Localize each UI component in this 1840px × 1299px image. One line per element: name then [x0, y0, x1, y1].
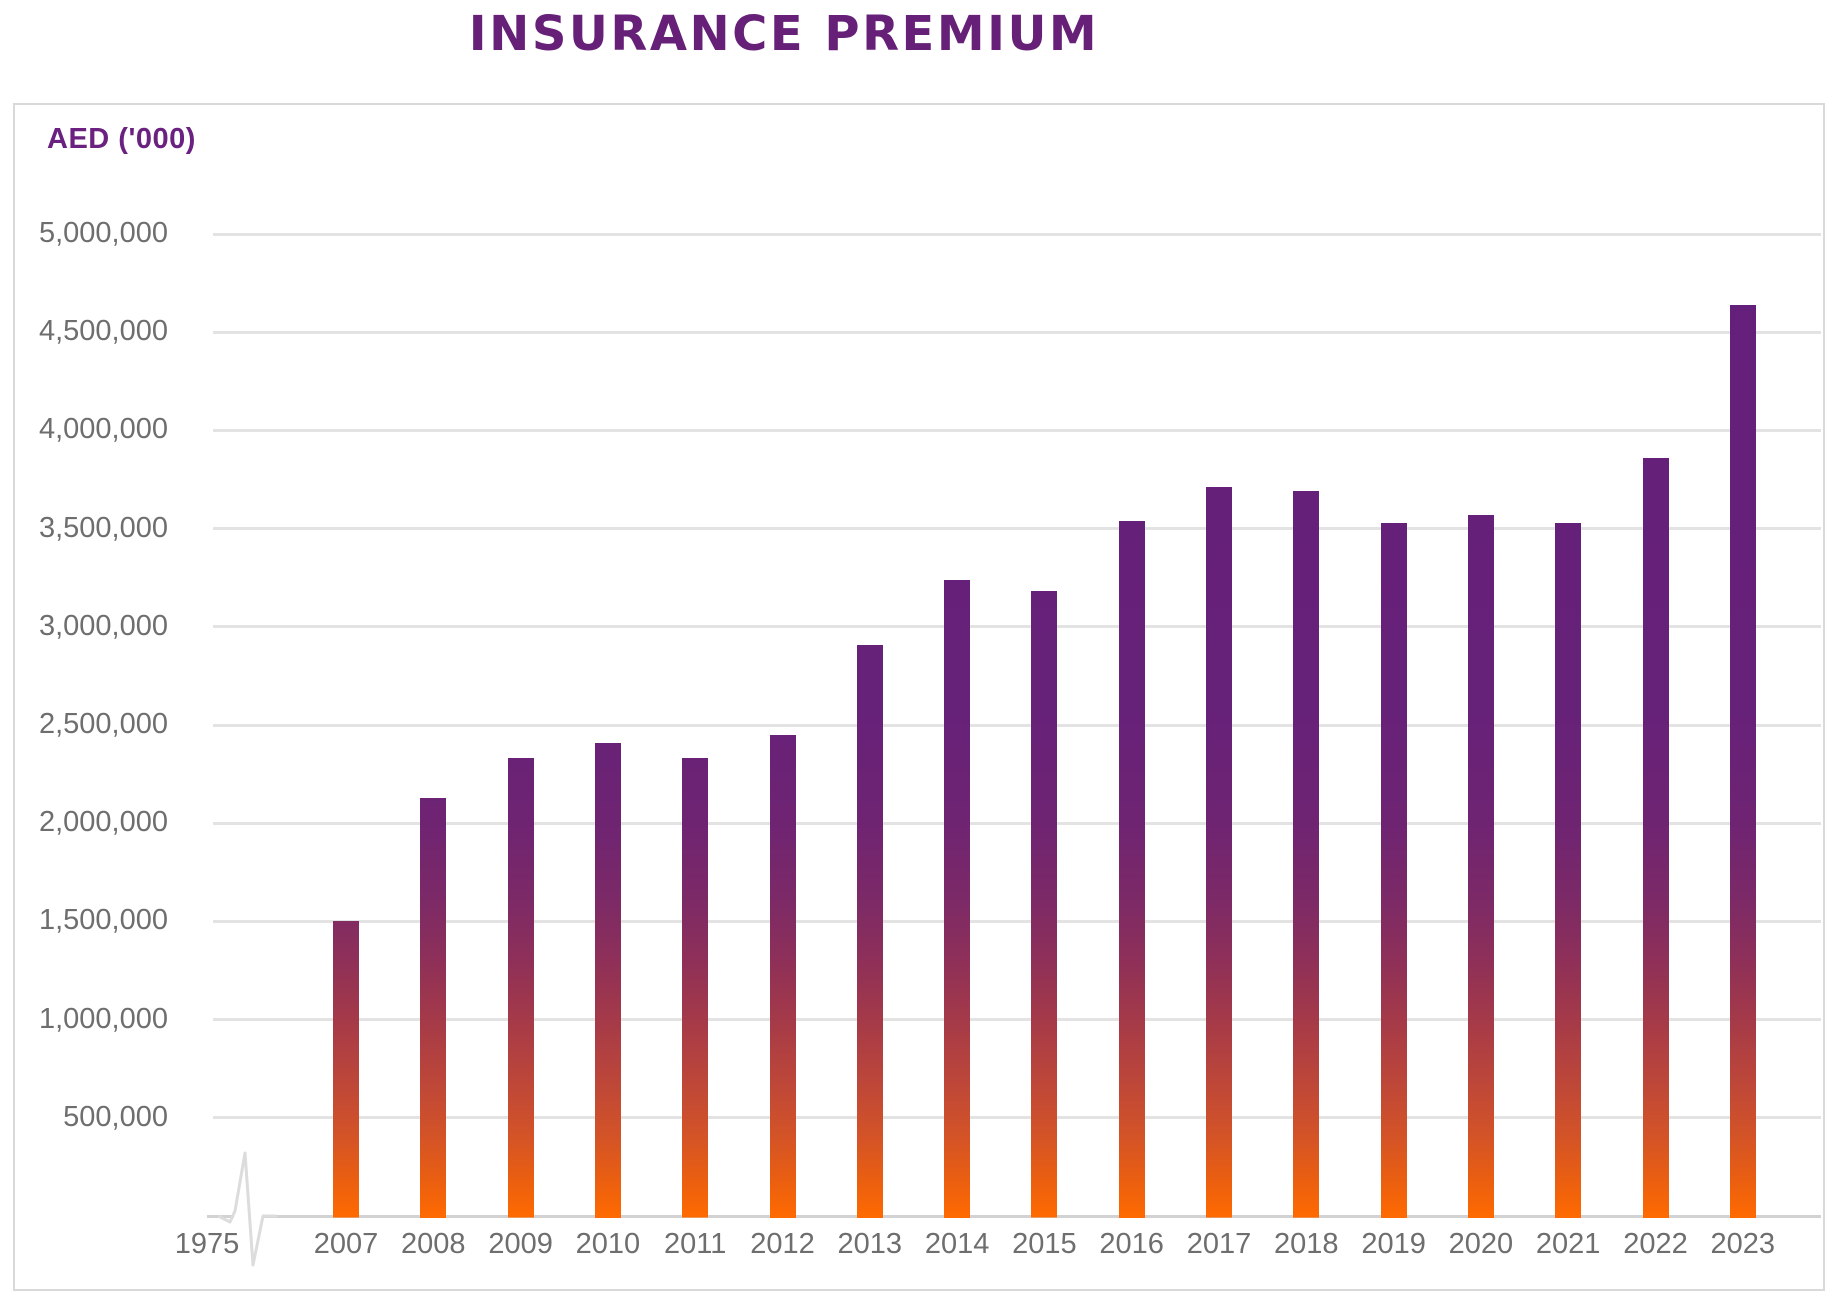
x-axis-label-2017: 2017 — [1186, 1228, 1252, 1260]
bar-2013 — [856, 644, 883, 1218]
gridline — [213, 625, 1821, 629]
gridline — [213, 527, 1821, 531]
gridline — [213, 723, 1821, 727]
chart-panel: AED ('000) 5,000,000 4,500,000 4,000,000 3,… — [13, 103, 1825, 1291]
x-axis-label-2008: 2008 — [401, 1228, 466, 1260]
x-axis-label-2015: 2015 — [1012, 1228, 1077, 1260]
bar-2023 — [1729, 304, 1756, 1218]
x-axis-label-2010: 2010 — [575, 1228, 641, 1260]
bar-2016 — [1118, 520, 1145, 1218]
y-axis-tick-label: 2,500,000 — [38, 708, 168, 740]
bar-2019 — [1380, 522, 1407, 1218]
x-axis-label-2019: 2019 — [1361, 1228, 1426, 1260]
gridline — [213, 821, 1821, 825]
y-axis-tick-label: 5,000,000 — [38, 217, 168, 249]
bar-2022 — [1642, 457, 1669, 1218]
x-axis-label-2021: 2021 — [1535, 1228, 1601, 1260]
y-axis-tick-label: 1,500,000 — [38, 904, 168, 937]
x-axis-label-origin: 1975 — [174, 1228, 240, 1260]
x-axis-label-2016: 2016 — [1099, 1228, 1164, 1260]
bar-2014 — [944, 579, 971, 1218]
gridline — [213, 1018, 1821, 1022]
x-axis-label-2023: 2023 — [1710, 1228, 1776, 1260]
bar-2018 — [1293, 491, 1320, 1218]
bar-2011 — [682, 758, 709, 1218]
gridline — [213, 1116, 1821, 1120]
x-axis-label-2009: 2009 — [488, 1228, 553, 1260]
y-axis-tick-label: 3,000,000 — [38, 609, 168, 642]
gridline — [213, 428, 1821, 432]
bar-2012 — [769, 734, 796, 1218]
bar-2015 — [1031, 591, 1058, 1218]
x-axis-label-2013: 2013 — [837, 1228, 903, 1260]
bar-2010 — [594, 742, 621, 1218]
y-axis-tick-label: 500,000 — [63, 1100, 168, 1133]
x-axis-label-2014: 2014 — [924, 1228, 990, 1260]
bar-2008 — [420, 797, 447, 1218]
bar-2017 — [1206, 487, 1232, 1218]
gridline — [213, 919, 1821, 923]
x-axis-label-2018: 2018 — [1274, 1228, 1339, 1260]
x-axis-line — [207, 1214, 1821, 1218]
axis-break-icon — [218, 1151, 278, 1267]
bar-2007 — [333, 921, 359, 1218]
chart-title: INSURANCE PREMIUM — [468, 6, 1100, 62]
x-axis-label-2022: 2022 — [1623, 1228, 1688, 1260]
y-axis-tick-label: 4,000,000 — [38, 413, 168, 446]
x-axis-label-2012: 2012 — [750, 1228, 815, 1260]
gridline — [213, 232, 1821, 236]
x-axis-label-2020: 2020 — [1448, 1228, 1514, 1260]
x-axis-label-2011: 2011 — [664, 1228, 727, 1260]
y-axis-unit-label: AED ('000) — [47, 123, 196, 155]
bar-2020 — [1467, 514, 1494, 1218]
gridline — [213, 330, 1821, 334]
y-axis-tick-label: 1,000,000 — [38, 1002, 168, 1035]
y-axis-tick-label: 3,500,000 — [38, 511, 168, 544]
y-axis-tick-label: 4,500,000 — [38, 315, 168, 348]
bar-2009 — [507, 758, 534, 1218]
y-axis-tick-label: 2,000,000 — [38, 806, 168, 839]
bar-2021 — [1555, 522, 1582, 1218]
x-axis-label-2007: 2007 — [313, 1228, 379, 1260]
